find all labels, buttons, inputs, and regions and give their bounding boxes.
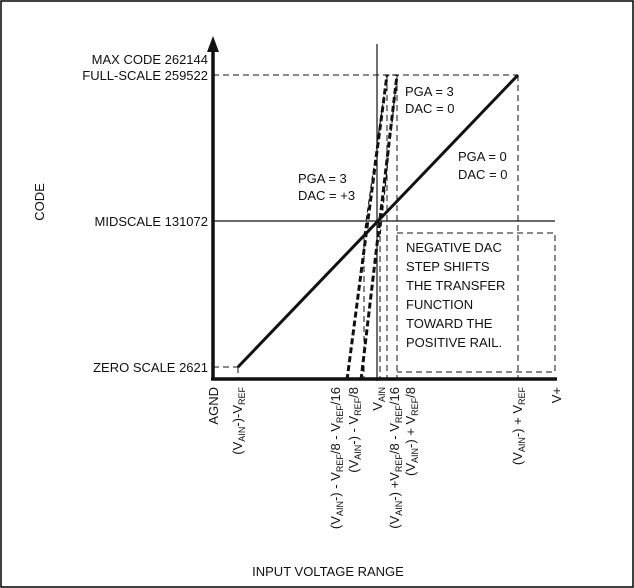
y-axis-title: CODE — [32, 183, 47, 221]
x-tick-vplus: V+ — [549, 387, 564, 403]
x-tick-plus-ref8-ref16: (VAIN-) +VREF/8 - VREF/16 — [387, 387, 404, 529]
transfer-line-pga3-dac3-right — [359, 74, 399, 381]
x-tick-min-ref8: (VAIN-) - VREF/8 — [346, 387, 363, 473]
x-tick-vain: VAIN — [370, 387, 387, 411]
transfer-line-pga0-dac0 — [236, 73, 520, 369]
annotation-note: NEGATIVE DAC STEP SHIFTS THE TRANSFER FU… — [406, 240, 509, 350]
y-axis-arrow — [207, 36, 219, 52]
annotation-pga0-dac0: PGA = 0 DAC = 0 — [458, 149, 510, 182]
label-midscale: MIDSCALE 131072 — [95, 214, 208, 229]
x-tick-min-ref: (VAIN-)-VREF — [230, 386, 247, 454]
label-full-scale: FULL-SCALE 259522 — [82, 68, 208, 83]
label-zero-scale: ZERO SCALE 2621 — [93, 360, 208, 375]
label-max-code: MAX CODE 262144 — [92, 52, 208, 67]
x-tick-plus-ref8: (VAIN-) + VREF/8 — [403, 387, 420, 476]
transfer-line-pga3-dac3-left — [345, 74, 389, 381]
annotation-pga3-dac3: PGA = 3 DAC = +3 — [298, 171, 355, 203]
x-tick-plus-ref: (VAIN-) + VREF — [510, 386, 527, 465]
annotation-pga3-dac0: PGA = 3 DAC = 0 — [405, 84, 457, 116]
x-tick-min-ref8-ref16: (VAIN-) - VREF/8 - VREF/16 — [328, 387, 345, 529]
x-tick-agnd: AGND — [206, 387, 221, 425]
x-axis-title: INPUT VOLTAGE RANGE — [252, 564, 404, 579]
dashed-guides — [213, 74, 556, 380]
